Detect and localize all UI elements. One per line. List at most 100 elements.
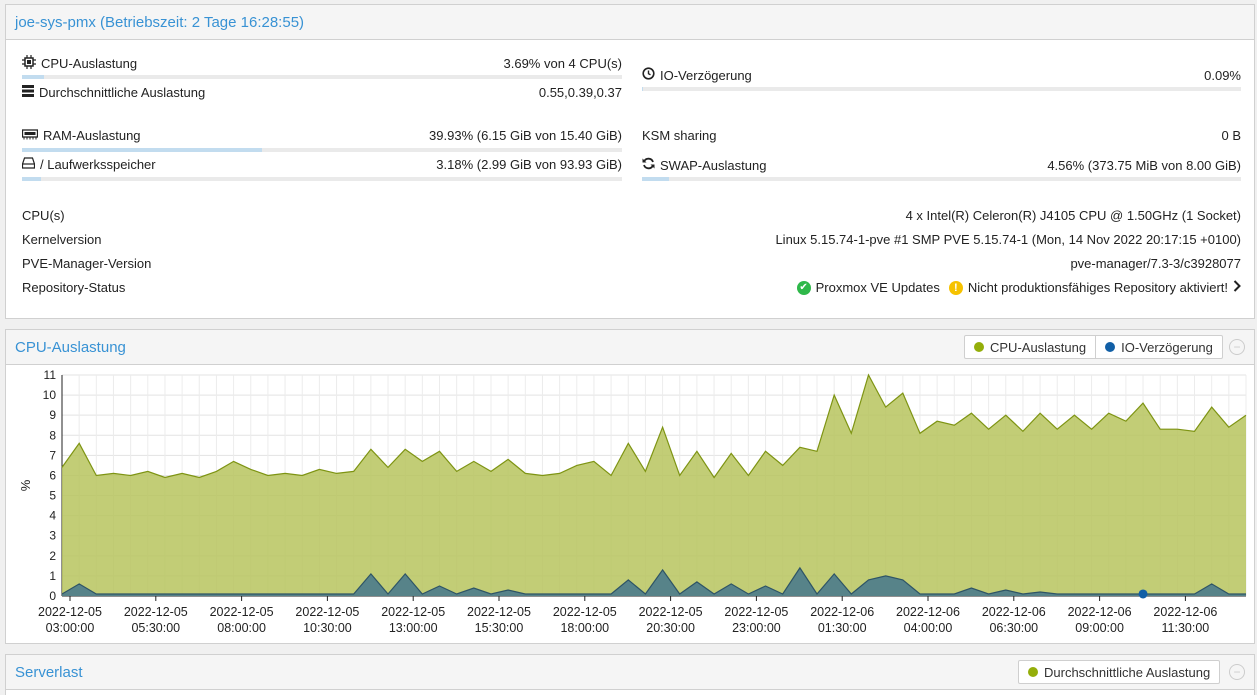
cpu-chip-icon bbox=[22, 55, 36, 72]
y-tick-label: 8 bbox=[49, 428, 56, 442]
cpu-usage-label: CPU-Auslastung bbox=[22, 55, 137, 72]
load-average-value: 0.55,0.39,0.37 bbox=[538, 85, 622, 100]
x-tick-label-time: 11:30:00 bbox=[1162, 621, 1210, 635]
repository-ok-text: Proxmox VE Updates bbox=[815, 280, 940, 295]
y-tick-label: 11 bbox=[44, 368, 57, 382]
server-stack-icon bbox=[22, 85, 34, 100]
x-tick-label-time: 04:00:00 bbox=[904, 621, 953, 635]
x-tick-label-date: 2022-12-05 bbox=[553, 605, 617, 619]
server-load-panel: Serverlast Durchschnittliche Auslastung … bbox=[5, 654, 1255, 695]
collapse-icon[interactable]: − bbox=[1229, 339, 1245, 355]
y-tick-label: 10 bbox=[43, 388, 57, 402]
cpu-usage-text: CPU-Auslastung bbox=[41, 56, 138, 71]
info-value: pve-manager/7.3-3/c3928077 bbox=[1070, 256, 1241, 271]
y-tick-label: 1 bbox=[49, 569, 56, 583]
ram-usage-label: RAM-Auslastung bbox=[21, 128, 141, 143]
check-circle-icon: ✔ bbox=[796, 280, 811, 295]
disk-usage-text: / Laufwerksspeicher bbox=[40, 157, 156, 172]
load-average-label: Durchschnittliche Auslastung bbox=[22, 85, 205, 100]
cpu-chart: 0 1 2 3 4 5 6 7 8 9 10 11% 2022-12-05 03:00:00 2022-12… bbox=[18, 368, 1247, 635]
disk-usage-fill bbox=[22, 177, 42, 181]
io-delay-value: 0.09% bbox=[1204, 67, 1241, 83]
swap-usage-value: 4.56% (373.75 MiB von 8.00 GiB) bbox=[1047, 157, 1241, 173]
legend-dot-io bbox=[1105, 342, 1116, 352]
cpu-usage-bar bbox=[22, 75, 622, 79]
cpu-chart-title: CPU-Auslastung bbox=[15, 338, 126, 356]
legend-label: Durchschnittliche Auslastung bbox=[1044, 664, 1211, 680]
x-tick-label-time: 20:30:00 bbox=[646, 621, 695, 635]
info-row-kernel: Kernelversion Linux 5.15.74-1-pve #1 SMP… bbox=[22, 232, 1241, 247]
ram-usage-row: RAM-Auslastung 39.93% (6.15 GiB von 15.4… bbox=[21, 128, 622, 143]
legend-item-cpu[interactable]: CPU-Auslastung bbox=[965, 336, 1095, 358]
swap-usage-fill bbox=[642, 177, 670, 181]
ksm-sharing-label: KSM sharing bbox=[642, 128, 717, 143]
info-label: Kernelversion bbox=[22, 232, 102, 247]
x-tick-label-date: 2022-12-05 bbox=[38, 605, 102, 619]
info-row-cpus: CPU(s) 4 x Intel(R) Celeron(R) J4105 CPU… bbox=[22, 208, 1241, 223]
legend-label: CPU-Auslastung bbox=[990, 339, 1087, 355]
server-load-legend: Durchschnittliche Auslastung bbox=[1018, 660, 1221, 684]
x-tick-label-date: 2022-12-06 bbox=[1068, 605, 1132, 619]
x-tick-label-date: 2022-12-06 bbox=[896, 605, 960, 619]
server-load-title: Serverlast bbox=[15, 663, 83, 681]
swap-usage-label: SWAP-Auslastung bbox=[642, 157, 766, 173]
cpu-usage-value: 3.69% von 4 CPU(s) bbox=[503, 56, 623, 71]
disk-usage-value: 3.18% (2.99 GiB von 93.93 GiB) bbox=[436, 157, 622, 172]
repository-status-label: Repository-Status bbox=[22, 280, 126, 295]
info-value: Linux 5.15.74-1-pve #1 SMP PVE 5.15.74-1… bbox=[775, 232, 1241, 247]
ram-usage-text: RAM-Auslastung bbox=[43, 128, 141, 143]
swap-usage-row: SWAP-Auslastung 4.56% (373.75 MiB von 8.… bbox=[642, 157, 1241, 173]
collapse-icon[interactable]: − bbox=[1229, 664, 1245, 680]
legend-item-io[interactable]: IO-Verzögerung bbox=[1095, 336, 1222, 358]
x-tick-label-time: 23:00:00 bbox=[732, 621, 781, 635]
swap-usage-bar bbox=[642, 177, 1241, 181]
cpu-chart-panel: CPU-Auslastung CPU-Auslastung IO-Verzöge… bbox=[5, 329, 1255, 644]
ksm-sharing-value: 0 B bbox=[1221, 128, 1241, 143]
cpu-usage-fill bbox=[22, 75, 45, 79]
ram-usage-value: 39.93% (6.15 GiB von 15.40 GiB) bbox=[429, 128, 622, 143]
load-average-row: Durchschnittliche Auslastung 0.55,0.39,0… bbox=[22, 85, 622, 100]
node-status-panel: joe-sys-pmx (Betriebszeit: 2 Tage 16:28:… bbox=[5, 4, 1255, 319]
x-tick-label-time: 13:00:00 bbox=[389, 621, 438, 635]
warning-icon: ! bbox=[948, 280, 963, 295]
io-hover-point[interactable] bbox=[1138, 589, 1148, 599]
line-io bbox=[61, 566, 1246, 595]
y-tick-label: 2 bbox=[49, 549, 56, 563]
legend-label: IO-Verzögerung bbox=[1121, 339, 1213, 355]
x-tick-label-date: 2022-12-05 bbox=[210, 605, 274, 619]
x-tick-label-time: 09:00:00 bbox=[1075, 621, 1124, 635]
x-tick-label-time: 01:30:00 bbox=[818, 621, 867, 635]
refresh-icon bbox=[642, 157, 655, 173]
x-tick-label-date: 2022-12-05 bbox=[381, 605, 445, 619]
legend-dot-cpu bbox=[974, 342, 984, 352]
x-tick-label-date: 2022-12-05 bbox=[295, 605, 359, 619]
clock-icon bbox=[642, 67, 655, 83]
cpu-chart-header: CPU-Auslastung CPU-Auslastung IO-Verzöge… bbox=[6, 330, 1254, 365]
chevron-right-icon bbox=[1233, 280, 1241, 295]
x-tick-label-date: 2022-12-05 bbox=[639, 605, 703, 619]
io-delay-fill bbox=[642, 87, 643, 91]
legend-dot-load bbox=[1028, 667, 1038, 677]
x-tick-label-date: 2022-12-06 bbox=[810, 605, 874, 619]
ram-usage-bar bbox=[22, 148, 622, 152]
info-row-pve-manager: PVE-Manager-Version pve-manager/7.3-3/c3… bbox=[22, 256, 1241, 271]
swap-usage-text: SWAP-Auslastung bbox=[660, 157, 767, 173]
legend-item-load[interactable]: Durchschnittliche Auslastung bbox=[1019, 661, 1219, 683]
load-average-text: Durchschnittliche Auslastung bbox=[39, 85, 206, 100]
node-status-title: joe-sys-pmx (Betriebszeit: 2 Tage 16:28:… bbox=[15, 13, 305, 31]
io-delay-text: IO-Verzögerung bbox=[660, 67, 752, 83]
memory-icon bbox=[21, 128, 39, 143]
y-tick-label: 9 bbox=[49, 408, 56, 422]
x-tick-label-time: 05:30:00 bbox=[131, 621, 180, 635]
x-tick-label-date: 2022-12-06 bbox=[1153, 605, 1217, 619]
y-tick-label: 3 bbox=[49, 529, 56, 543]
ksm-sharing-row: KSM sharing 0 B bbox=[642, 128, 1241, 143]
y-tick-label: 6 bbox=[49, 468, 56, 482]
x-tick-label-date: 2022-12-06 bbox=[982, 605, 1046, 619]
cpu-usage-row: CPU-Auslastung 3.69% von 4 CPU(s) bbox=[22, 55, 622, 72]
io-delay-row: IO-Verzögerung 0.09% bbox=[642, 67, 1241, 83]
ram-usage-fill bbox=[22, 148, 262, 152]
repository-status-link[interactable]: ✔ Proxmox VE Updates ! Nicht produktions… bbox=[796, 280, 1241, 295]
hdd-icon bbox=[21, 157, 36, 172]
server-load-header: Serverlast Durchschnittliche Auslastung … bbox=[6, 655, 1254, 690]
